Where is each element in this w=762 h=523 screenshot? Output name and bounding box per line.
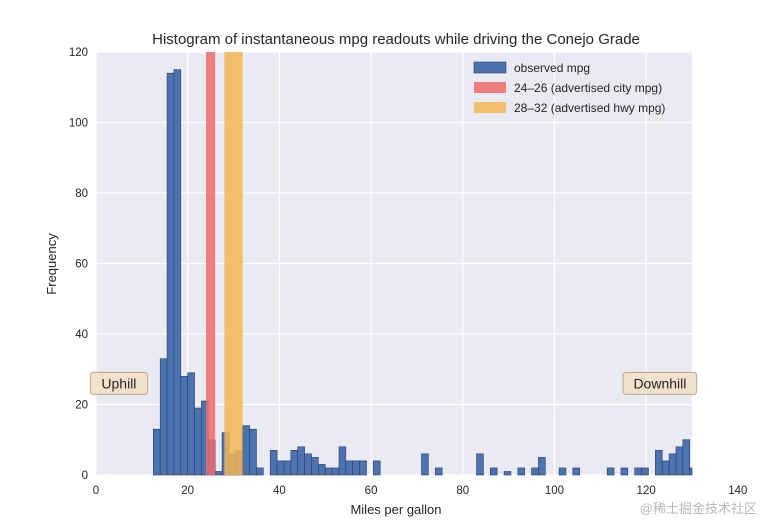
histogram-bar: [476, 453, 484, 476]
histogram-bar: [324, 467, 333, 476]
y-tick-label: 40: [75, 329, 88, 341]
histogram-bar: [634, 467, 642, 476]
histogram-bar: [318, 464, 326, 476]
histogram-bar: [489, 467, 498, 476]
x-tick-label: 100: [545, 485, 564, 497]
annotation-box: [89, 371, 149, 395]
x-axis-label: Miles per gallon: [350, 502, 441, 517]
histogram-bar: [558, 467, 567, 476]
histogram-bar: [352, 460, 360, 476]
histogram-bar: [538, 457, 546, 476]
legend-label: observed mpg: [514, 61, 590, 75]
histogram-bar: [421, 453, 429, 476]
advertised-mpg-bands: [206, 52, 243, 475]
histogram-bar: [373, 460, 381, 476]
tick-labels: 020406080100120140160180020406080100120: [69, 47, 748, 497]
legend-label: 24–26 (advertised city mpg): [514, 81, 662, 95]
annotations: Uphill Downhill: [89, 371, 698, 395]
histogram-bar: [297, 446, 305, 476]
legend-swatch: [474, 82, 506, 93]
histogram-bar: [606, 467, 615, 476]
histogram-bar: [214, 471, 223, 476]
legend-label: 28–32 (advertised hwy mpg): [514, 101, 665, 115]
histogram-bar: [304, 453, 312, 476]
histogram-bar: [434, 467, 443, 476]
histogram-bar: [242, 425, 250, 476]
histogram-bar: [153, 428, 161, 476]
histogram-bar: [283, 460, 292, 476]
histogram-bar: [359, 460, 367, 476]
x-tick-label: 40: [273, 485, 286, 497]
histogram-bar: [675, 446, 684, 476]
histogram-bar: [194, 407, 202, 476]
histogram-bar: [655, 450, 663, 476]
y-tick-label: 60: [75, 259, 88, 271]
histogram-bar: [668, 453, 677, 476]
watermark-text: @稀土掘金技术社区: [640, 501, 757, 516]
y-tick-label: 0: [82, 470, 88, 482]
legend: observed mpg 24–26 (advertised city mpg) 2…: [473, 61, 665, 115]
x-tick-label: 80: [456, 485, 469, 497]
histogram-bar: [345, 460, 354, 476]
chart-title: Histogram of instantaneous mpg readouts …: [152, 31, 640, 48]
x-tick-label: 120: [637, 485, 656, 497]
annotation-label: Downhill: [633, 375, 686, 391]
city-mpg-band: [206, 52, 216, 475]
histogram-bar: [159, 358, 168, 476]
histogram-bar: [517, 467, 525, 476]
legend-swatch: [474, 102, 506, 113]
y-tick-label: 20: [75, 400, 88, 412]
x-tick-label: 60: [365, 485, 378, 497]
histogram-bar: [166, 72, 175, 476]
annotation-box: [622, 371, 698, 395]
histogram-bar: [249, 428, 257, 476]
x-tick-label: 140: [728, 485, 747, 497]
histogram-bar: [269, 450, 278, 476]
histogram-bar: [682, 439, 691, 476]
annotation-label: Uphill: [101, 375, 136, 391]
y-axis-label: Frequency: [44, 233, 59, 295]
x-tick-label: 20: [181, 485, 194, 497]
histogram-bar: [661, 460, 670, 476]
histogram-bar: [290, 450, 299, 476]
legend-swatch: [473, 61, 507, 74]
y-tick-label: 80: [75, 188, 88, 200]
histogram-bar: [620, 467, 629, 476]
x-tick-label: 0: [93, 485, 99, 497]
histogram-bar: [503, 471, 512, 476]
histogram-bar: [276, 460, 285, 476]
histogram-bar: [641, 467, 649, 476]
hwy-mpg-band: [224, 52, 243, 475]
histogram-bar: [689, 467, 693, 476]
histogram-bar: [187, 372, 195, 476]
histogram-bar: [173, 69, 182, 476]
histogram-bar: [531, 467, 539, 476]
histogram-bar: [572, 467, 580, 476]
histogram-bar: [256, 467, 264, 476]
histogram-bar: [338, 446, 347, 476]
y-tick-label: 100: [69, 118, 88, 130]
histogram-bar: [180, 375, 188, 476]
y-tick-label: 120: [69, 47, 88, 59]
histogram-bar: [311, 457, 319, 476]
histogram-bar: [331, 467, 340, 476]
